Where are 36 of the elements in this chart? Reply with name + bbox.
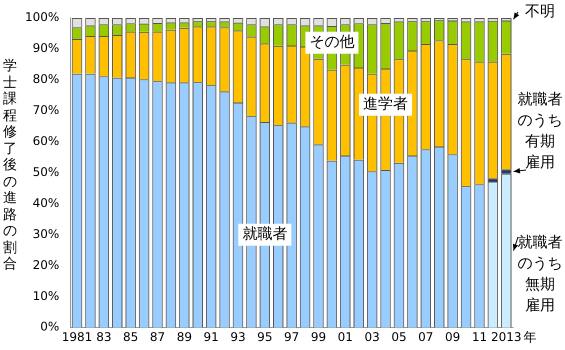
y-tick-label: 10% <box>32 288 60 303</box>
x-tick-label: 03 <box>364 330 380 344</box>
x-tick-label: 11 <box>472 330 488 344</box>
x-tick-label: 87 <box>150 330 166 344</box>
y-tick-label: 70% <box>32 103 60 118</box>
x-axis-title: 年 <box>523 330 536 346</box>
series-label: 就職者 <box>242 224 288 243</box>
series-label: その他 <box>309 32 354 51</box>
y-tick-label: 60% <box>32 134 60 148</box>
x-tick-label: 1981 <box>62 330 92 344</box>
x-tick-label: 93 <box>230 330 246 344</box>
text: 学士課程修了後の進路の割合 <box>3 58 17 272</box>
y-tick-label: 0% <box>40 320 60 334</box>
y-tick-label: 50% <box>32 164 60 179</box>
y-tick-label: 80% <box>32 72 60 86</box>
x-tick-label: 89 <box>176 330 192 344</box>
x-tick-label: 85 <box>123 330 138 344</box>
x-tick-label: 05 <box>391 330 407 344</box>
y-tick-label: 90% <box>32 41 60 56</box>
series-label: 不明 <box>525 2 555 20</box>
series-label: 就職者のうち無期雇用 <box>518 232 562 314</box>
series-label: 就職者のうち有期雇用 <box>518 90 562 171</box>
y-tick-label: 20% <box>32 258 60 272</box>
series-label: 進学者 <box>363 94 408 113</box>
x-tick-label: 91 <box>204 330 219 344</box>
x-tick-label: 07 <box>418 330 434 344</box>
x-tick-label: 95 <box>257 330 272 344</box>
y-tick-label: 100% <box>24 10 60 24</box>
x-tick-label: 97 <box>284 330 300 344</box>
y-tick-label: 30% <box>32 226 60 241</box>
x-tick-label: 09 <box>444 330 460 344</box>
x-tick-label: 01 <box>338 330 353 344</box>
y-tick-label: 40% <box>32 196 60 210</box>
x-tick-label: 83 <box>96 330 112 344</box>
x-tick-label: 99 <box>310 330 326 344</box>
x-tick-label: 2013 <box>491 330 522 344</box>
